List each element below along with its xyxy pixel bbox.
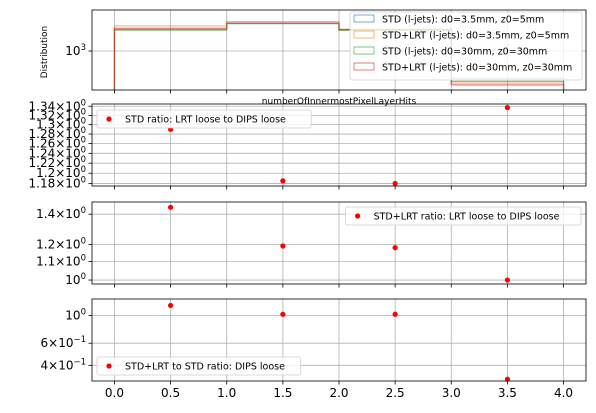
ratio-panel-std: 1.18×1001.2×1001.22×1001.24×1001.26×1001… xyxy=(29,98,586,190)
y-tick-label: 1.34×100 xyxy=(29,98,86,113)
ratio-panel-std-lrt: 100 1.1×100 1.2×100 1.4×100 STD+LRT ratio: L… xyxy=(36,202,586,288)
data-point xyxy=(393,181,398,186)
legend-marker xyxy=(106,363,111,368)
data-point xyxy=(505,277,510,282)
x-tick-label: 2.5 xyxy=(386,386,405,400)
legend-label: STD+LRT (l-jets): d0=30mm, z0=30mm xyxy=(382,63,572,74)
x-tick-label: 0.5 xyxy=(161,386,180,400)
x-axis-label: numberOfInnermostPixelLayerHits xyxy=(262,97,417,107)
y-tick-label: 4×10−1 xyxy=(41,357,87,372)
data-point xyxy=(168,205,173,210)
x-tick-label: 3.0 xyxy=(442,386,461,400)
y-tick-label: 1.1×100 xyxy=(36,253,86,268)
x-tick-label: 4.0 xyxy=(554,386,573,400)
data-point xyxy=(168,303,173,308)
x-tick-label: 2.0 xyxy=(329,386,348,400)
legend-marker xyxy=(355,213,360,218)
legend-label: STD+LRT to STD ratio: DIPS loose xyxy=(125,362,285,373)
data-point xyxy=(505,105,510,110)
legend-label: STD (l-jets): d0=3.5mm, z0=5mm xyxy=(382,15,544,26)
y-tick-label: 6×10−1 xyxy=(41,335,87,350)
y-tick-label: 103 xyxy=(65,43,86,58)
x-tick-label: 0.0 xyxy=(105,386,124,400)
y-tick-label: 1.2×100 xyxy=(36,236,86,251)
distribution-panel: 103 STD (l-jets): d0=3.5mm, z0=5mm STD+LRT… xyxy=(65,10,586,94)
y-tick-label: 100 xyxy=(65,272,86,287)
legend-label: STD ratio: LRT loose to DIPS loose xyxy=(125,115,286,126)
legend-label: STD (l-jets): d0=30mm, z0=30mm xyxy=(382,47,547,58)
x-tick-label: 1.5 xyxy=(273,386,292,400)
legend-label: STD+LRT ratio: LRT loose to DIPS loose xyxy=(374,212,560,223)
legend-marker xyxy=(106,116,111,121)
data-point xyxy=(393,312,398,317)
x-tick-label: 3.5 xyxy=(498,386,517,400)
y-tick-label: 1.4×100 xyxy=(36,206,86,221)
y-axis-label: Distribution xyxy=(40,26,50,79)
y-tick-label: 100 xyxy=(65,307,86,322)
x-tick-label: 1.0 xyxy=(217,386,236,400)
data-point xyxy=(280,312,285,317)
ratio-panel-lrt-to-std: 4×10−1 6×10−1 100 0.0 0.5 1.0 1.5 2.0 2.5 3.0 3.5 4… xyxy=(41,299,587,400)
legend-label: STD+LRT (l-jets): d0=3.5mm, z0=5mm xyxy=(382,31,569,42)
data-point xyxy=(280,178,285,183)
data-point xyxy=(393,245,398,250)
data-point xyxy=(280,243,285,248)
